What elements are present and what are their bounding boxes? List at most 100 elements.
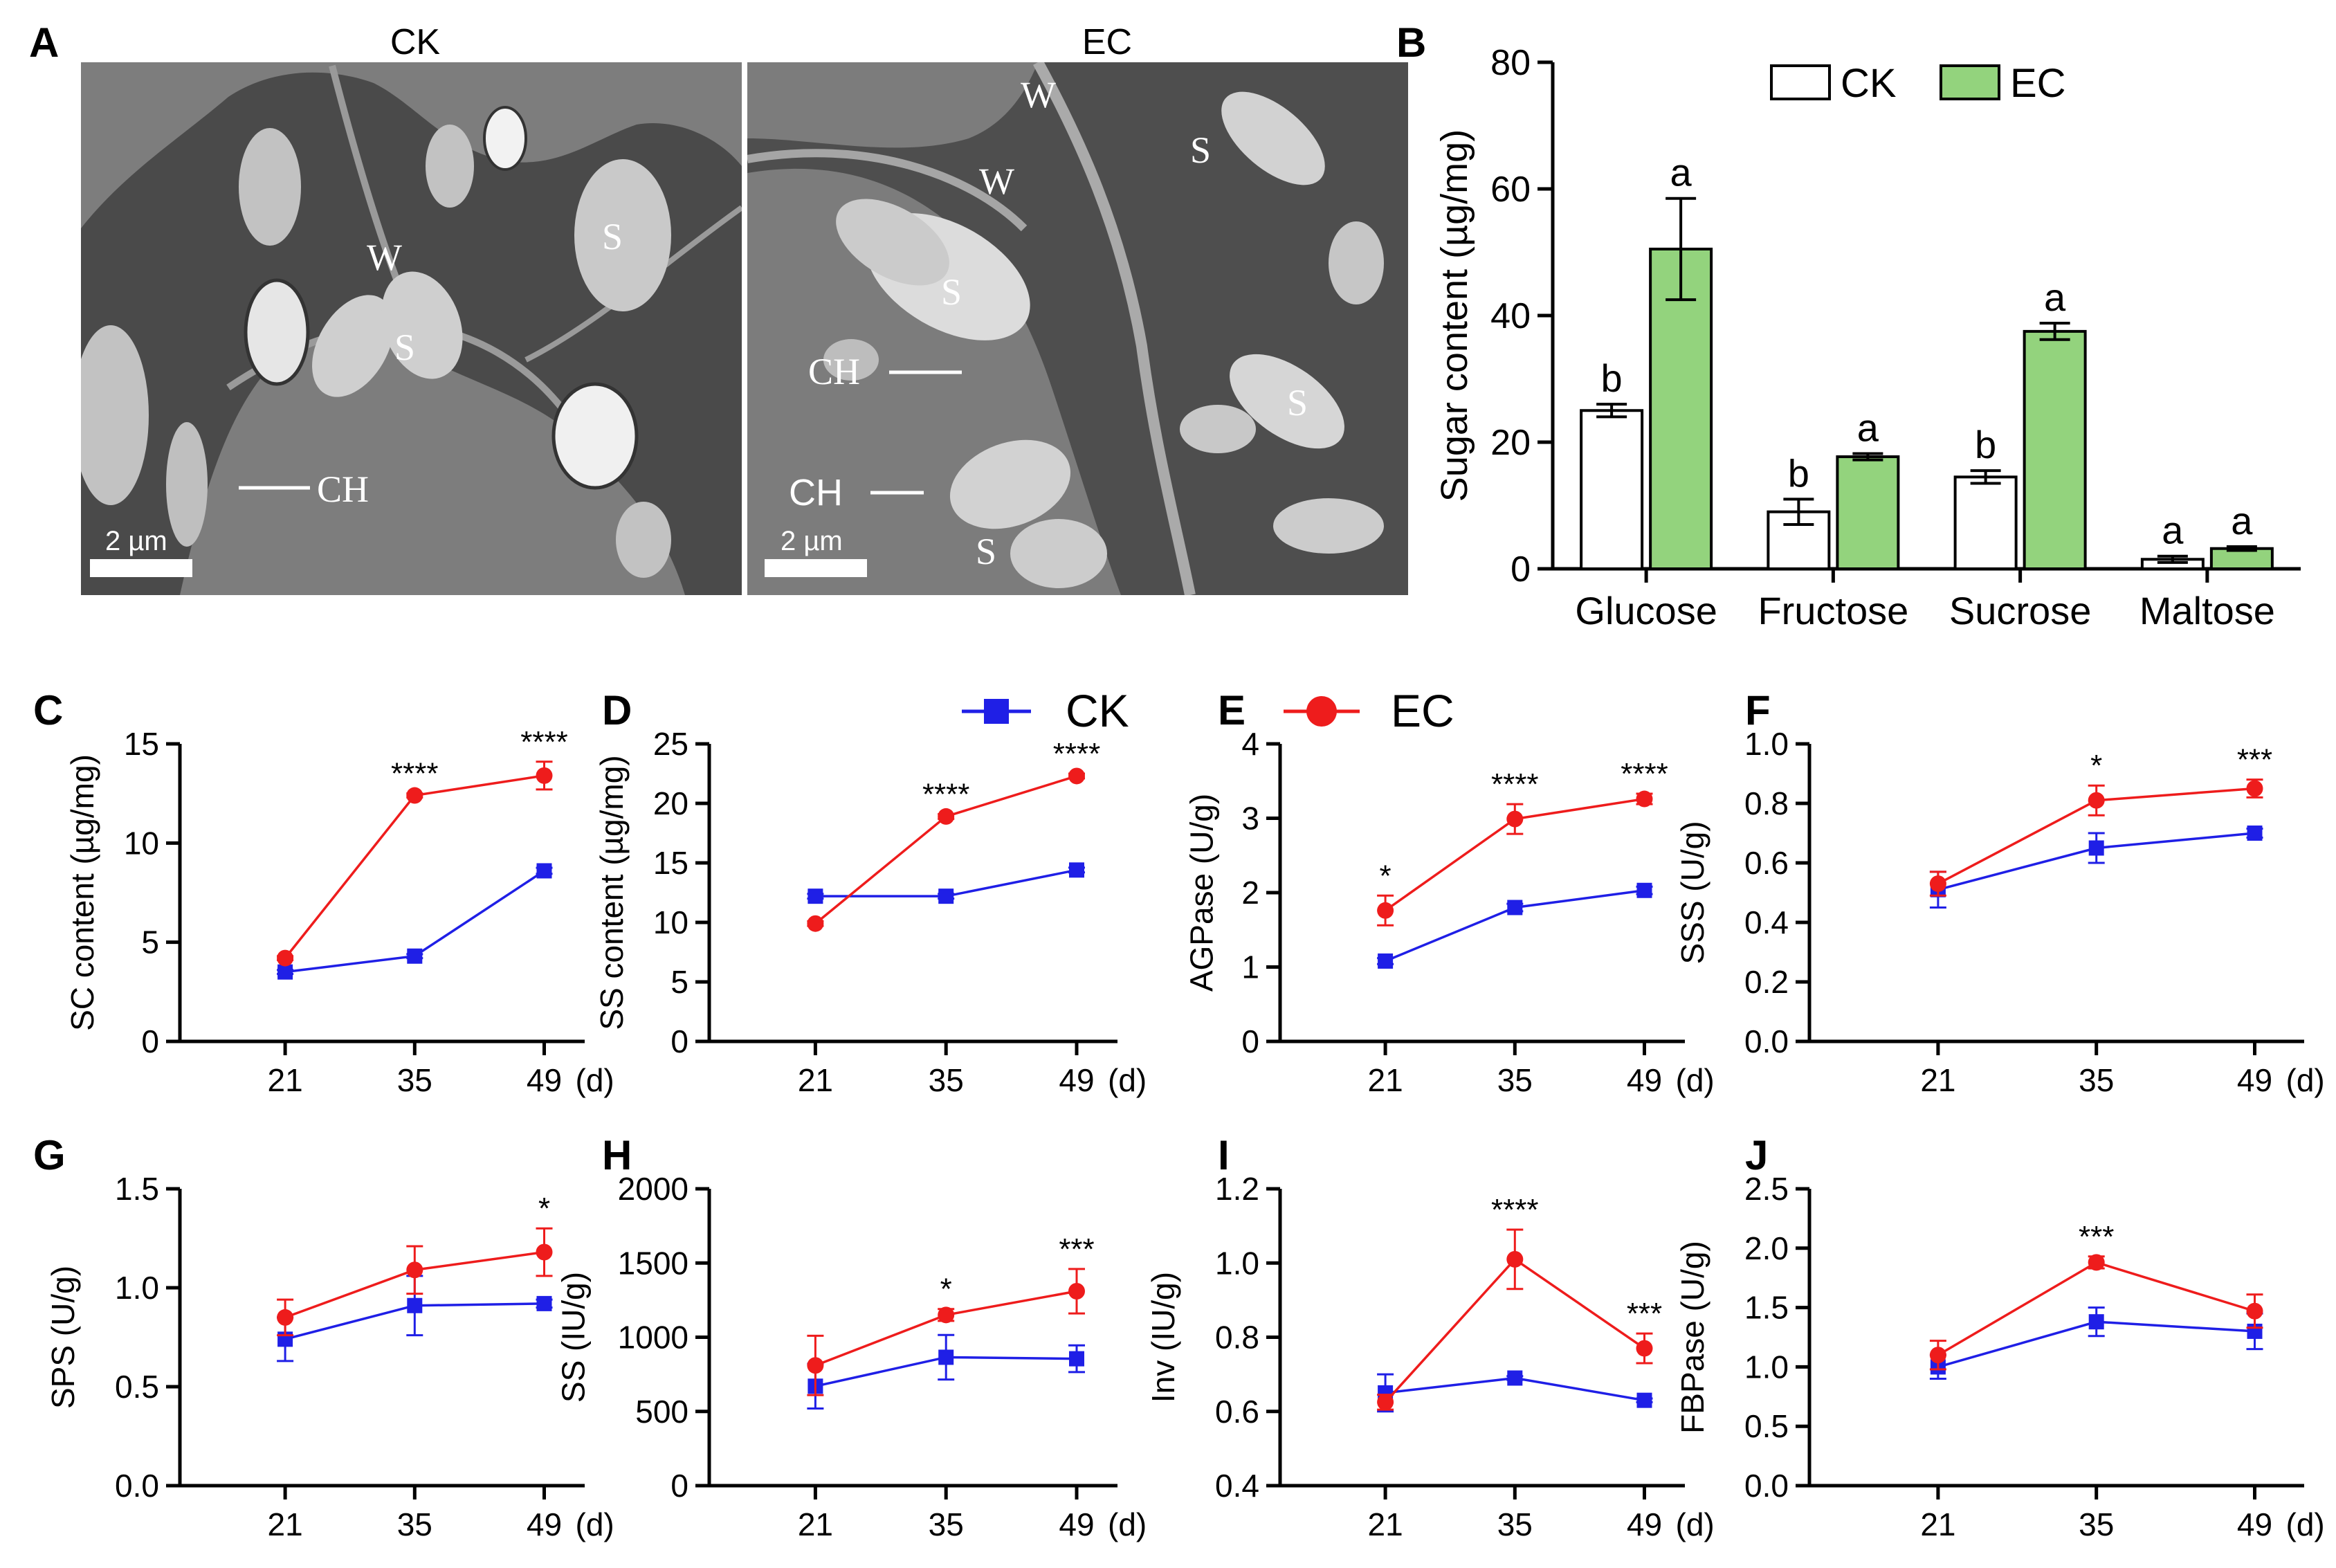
- y-tick-label: 20: [1490, 423, 1531, 463]
- y-tick-label: 0: [670, 1023, 688, 1059]
- panel-d: D 0 5 10 15 20 25 SS content (µg/mg) 21 35 49 (d) **…: [594, 687, 1147, 1098]
- bar-ec: [1836, 455, 1900, 570]
- panel-a: A: [29, 19, 1408, 595]
- data-point-ec: [406, 1261, 423, 1279]
- panel-letter-e: E: [1218, 687, 1245, 733]
- data-point-ck: [277, 964, 293, 980]
- x-tick-label: 49: [1627, 1506, 1662, 1542]
- y-tick-label: 0: [1511, 549, 1531, 590]
- y-tick-label: 80: [1490, 43, 1531, 83]
- tem-label-w: W: [1021, 74, 1056, 116]
- y-axis-label: Sugar content (µg/mg): [1434, 129, 1475, 502]
- x-unit-label: (d): [1676, 1062, 1715, 1098]
- y-tick-label: 1000: [618, 1320, 688, 1356]
- tem-label-s: S: [394, 327, 415, 368]
- data-point-ec: [807, 1357, 824, 1374]
- x-tick-label: 49: [2237, 1062, 2272, 1098]
- y-tick-label: 0: [141, 1023, 159, 1059]
- significance-marker: *: [538, 1192, 550, 1225]
- panel-g: G 0.0 0.5 1.0 1.5 SPS (U/g) 21 35 49 (d) *: [33, 1132, 614, 1542]
- y-tick-label: 0.0: [1744, 1468, 1789, 1504]
- scale-bar-ck: [90, 559, 192, 577]
- significance-marker: *: [1380, 859, 1391, 893]
- x-unit-label: (d): [576, 1506, 614, 1542]
- data-point-ck: [1507, 1370, 1523, 1386]
- significance-marker: ****: [1491, 1193, 1539, 1227]
- data-point-ec: [1636, 790, 1653, 808]
- panel-c: C 0 5 10 15 SC content (µg/mg) 21 35 49 (d) **** **…: [33, 687, 614, 1098]
- y-tick-label: 0: [1241, 1023, 1259, 1059]
- data-point-ck: [938, 1349, 954, 1365]
- panel-letter-h: H: [602, 1132, 632, 1178]
- y-tick-label: 0.6: [1744, 845, 1789, 881]
- data-point-ck: [2088, 840, 2104, 856]
- data-point-ec: [938, 1306, 955, 1324]
- legend-ec-swatch: [1940, 64, 2000, 100]
- x-tick-label: 35: [397, 1062, 432, 1098]
- data-point-ec: [406, 787, 423, 804]
- panel-j: J 0.0 0.5 1.0 1.5 2.0 2.5 FBPase (U/g) 21 35 49 (d)…: [1675, 1132, 2325, 1542]
- x-tick-label: Glucose: [1575, 589, 1717, 632]
- significance-letter: b: [1975, 423, 1996, 466]
- tem-label-s: S: [602, 216, 623, 257]
- y-tick-label: 10: [124, 825, 159, 861]
- x-tick-label: 35: [929, 1506, 964, 1542]
- x-tick-label: 21: [798, 1506, 833, 1542]
- significance-marker: ****: [520, 725, 568, 759]
- data-point-ck: [1069, 1351, 1084, 1367]
- data-point-ec: [938, 808, 955, 825]
- x-unit-label: (d): [1676, 1506, 1715, 1542]
- tem-title-ck: CK: [390, 22, 441, 62]
- data-point-ck: [407, 1297, 423, 1313]
- x-tick-label: 21: [1368, 1062, 1403, 1098]
- tem-label-s: S: [976, 531, 996, 572]
- y-tick-label: 1.0: [1744, 726, 1789, 762]
- y-tick-label: 60: [1490, 170, 1531, 210]
- significance-letter: a: [2231, 499, 2253, 543]
- scale-bar-ec: [765, 559, 867, 577]
- x-unit-label: (d): [1108, 1506, 1147, 1542]
- panel-letter-i: I: [1218, 1132, 1230, 1178]
- significance-letter: a: [1857, 405, 1879, 449]
- data-point-ck: [1636, 882, 1652, 898]
- x-tick-label: 21: [1920, 1062, 1955, 1098]
- x-unit-label: (d): [2286, 1506, 2325, 1542]
- panel-letter-b: B: [1396, 19, 1426, 66]
- y-tick-label: 2.0: [1744, 1230, 1789, 1266]
- bar-ec: [1649, 247, 1713, 570]
- y-tick-label: 1.5: [1744, 1290, 1789, 1326]
- legend-ck-swatch: [1770, 64, 1831, 100]
- y-tick-label: 1: [1241, 949, 1259, 985]
- data-point-ec: [2088, 1254, 2105, 1271]
- legend-ck-label: CK: [1066, 685, 1129, 736]
- x-tick-label: 21: [798, 1062, 833, 1098]
- tem-label-ch: CH: [808, 351, 860, 392]
- y-tick-label: 2.5: [1744, 1171, 1789, 1207]
- tem-title-ec: EC: [1082, 22, 1132, 62]
- tem-label-w: W: [979, 161, 1014, 202]
- y-tick-label: 20: [653, 785, 688, 821]
- y-tick-label: 2000: [618, 1171, 688, 1207]
- tem-label-ch: CH: [789, 472, 843, 513]
- legend-ec-label: EC: [1391, 685, 1454, 736]
- data-point-ec: [1929, 1347, 1946, 1364]
- y-tick-label: 0.8: [1744, 785, 1789, 821]
- significance-letter: a: [1670, 151, 1692, 194]
- scale-bar-label-ec: 2 µm: [781, 526, 843, 556]
- significance-marker: ****: [1053, 737, 1101, 771]
- x-tick-label: 35: [2079, 1506, 2114, 1542]
- x-tick-label: 35: [1497, 1062, 1533, 1098]
- y-tick-label: 0.6: [1215, 1394, 1259, 1430]
- x-unit-label: (d): [576, 1062, 614, 1098]
- x-tick-label: 35: [397, 1506, 432, 1542]
- significance-marker: ****: [391, 757, 439, 791]
- y-axis-label: SS (IU/g): [556, 1272, 592, 1403]
- significance-letter: b: [1601, 356, 1623, 400]
- data-point-ck: [1378, 953, 1394, 969]
- data-point-ck: [536, 863, 552, 879]
- data-point-ck: [2088, 1314, 2104, 1330]
- scale-bar-label-ck: 2 µm: [105, 526, 167, 556]
